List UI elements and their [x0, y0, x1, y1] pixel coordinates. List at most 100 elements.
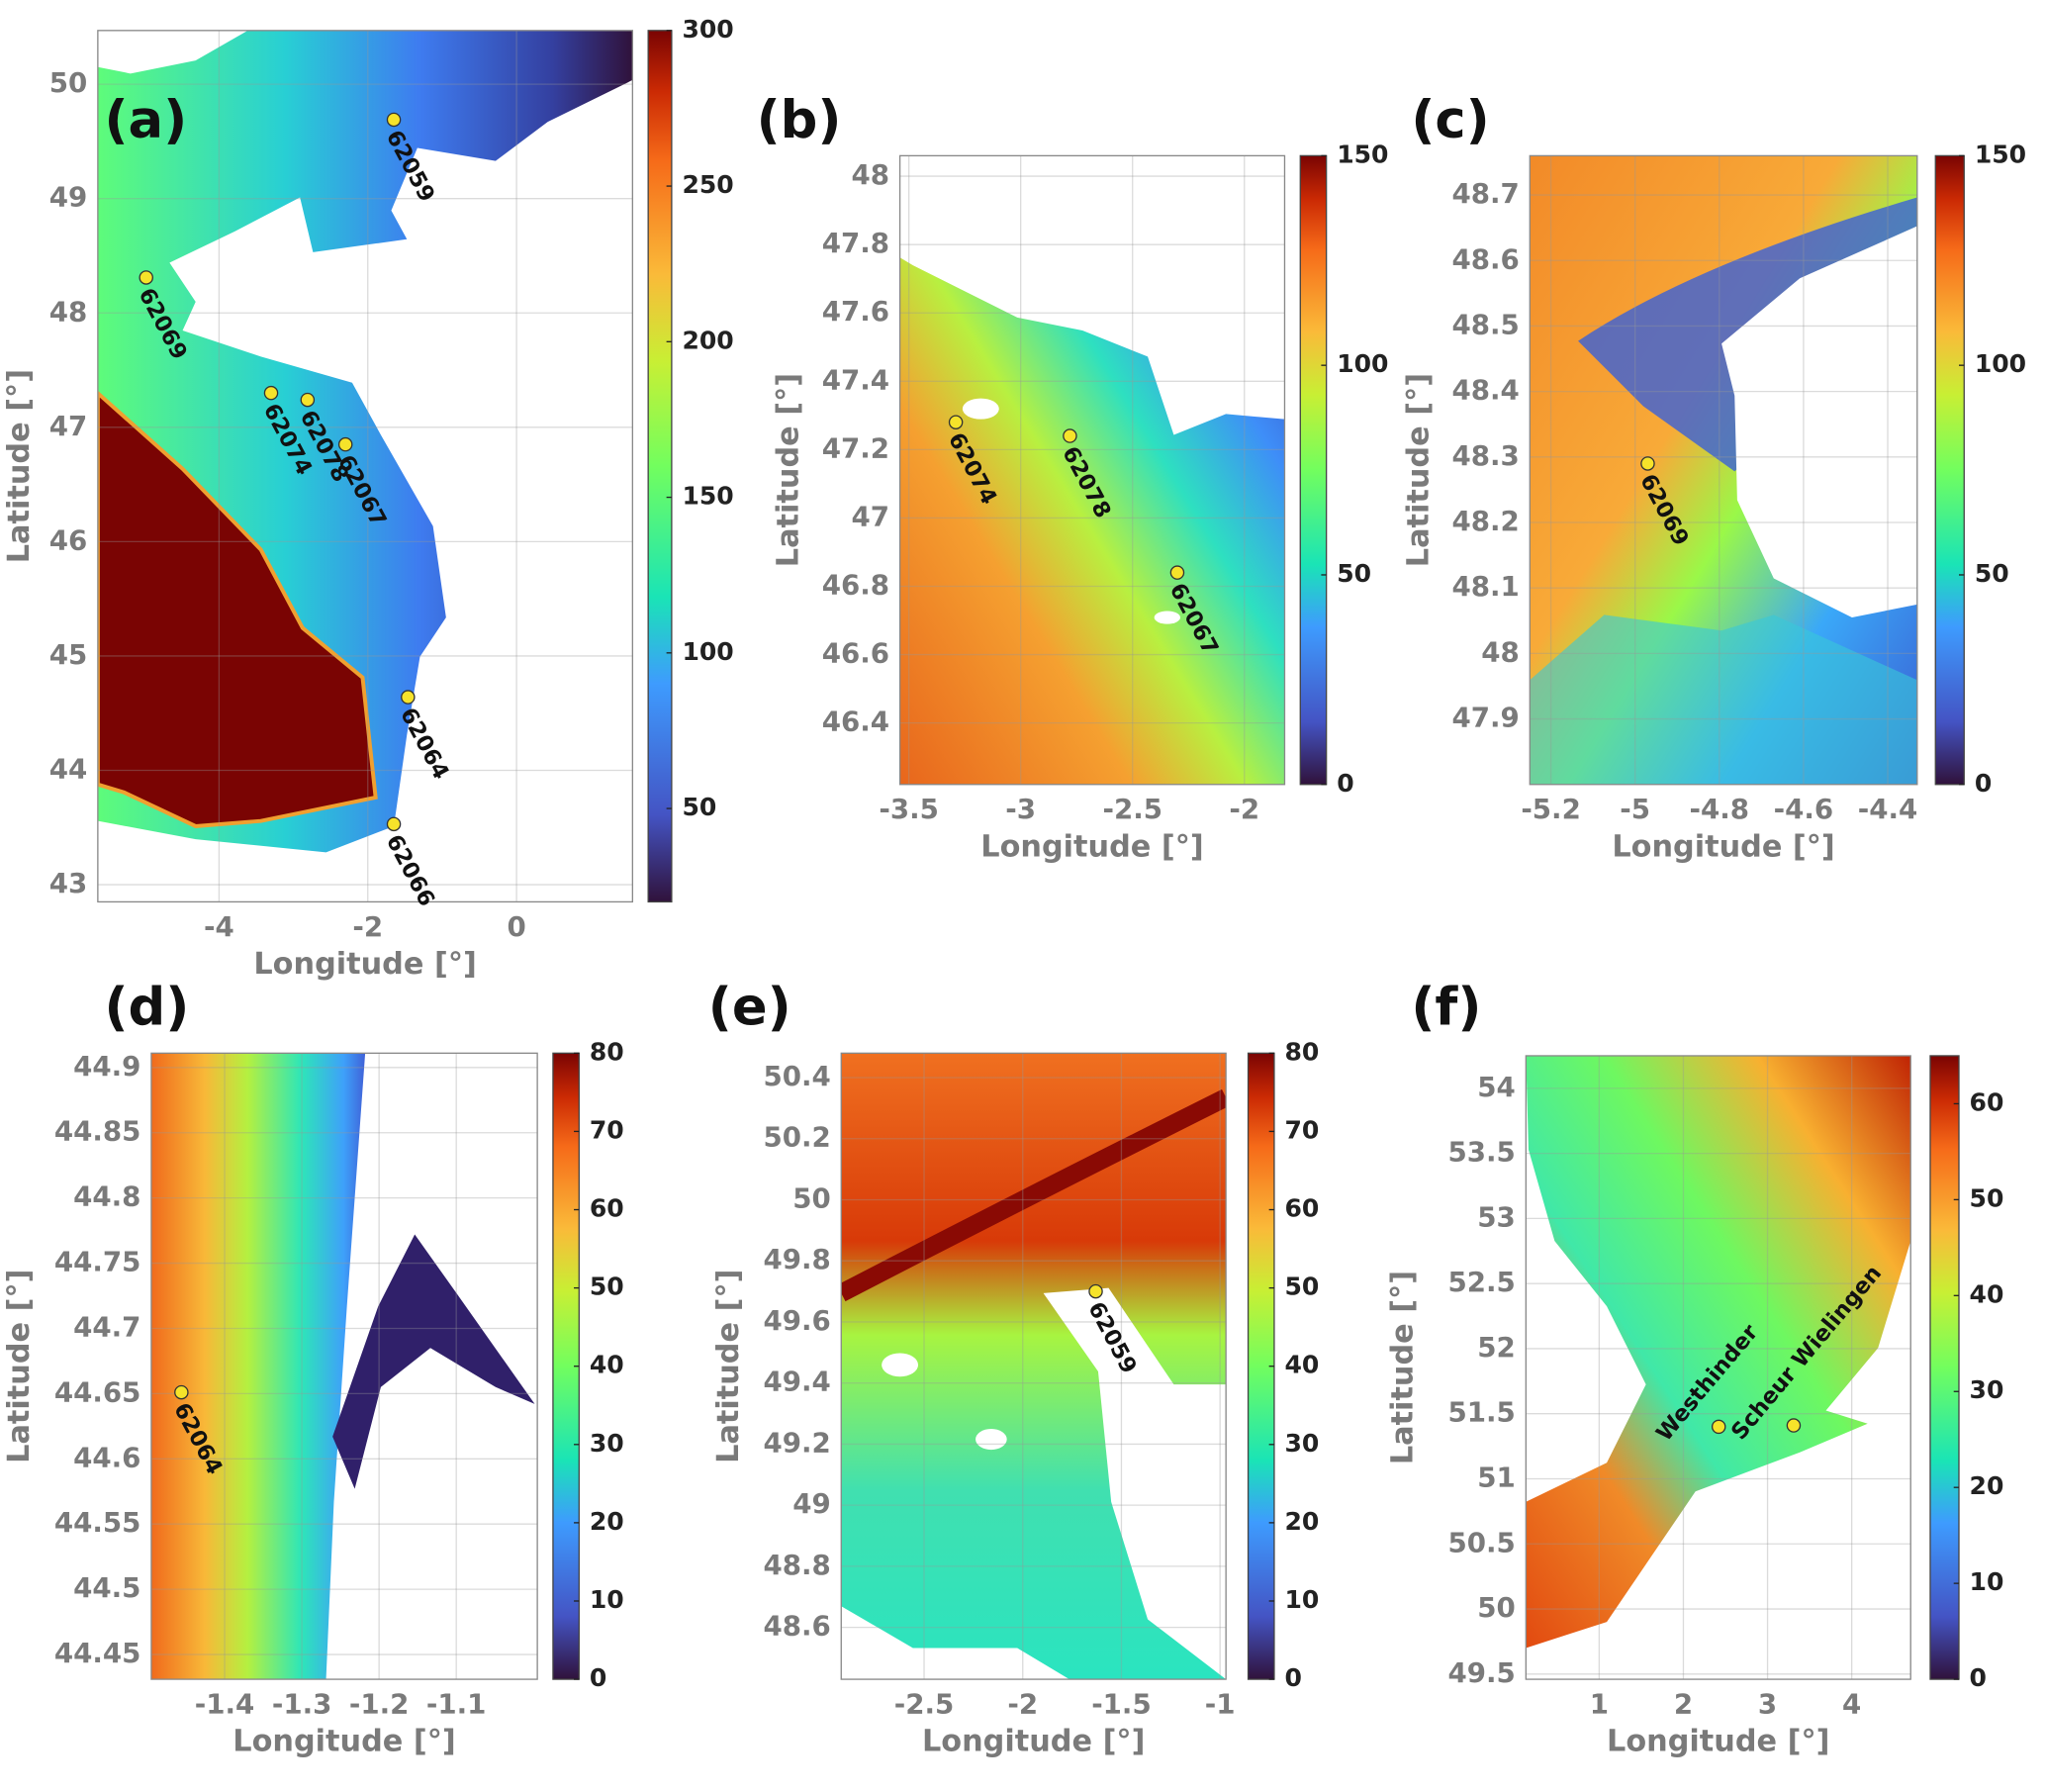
station-label: 62066 — [381, 830, 440, 910]
y-tick-label: 48.3 — [1451, 439, 1519, 472]
x-tick-label: -1.3 — [272, 1687, 332, 1720]
colorbar-tick-label: 20 — [1970, 1471, 2004, 1500]
station — [1169, 565, 1185, 580]
x-axis-label: Longitude [°] — [1607, 1725, 1829, 1759]
panel-label: (e) — [708, 977, 791, 1037]
y-tick-label: 44.55 — [54, 1506, 141, 1539]
station — [401, 690, 416, 705]
panel-label: (f) — [1411, 977, 1481, 1037]
panel-label: (b) — [757, 90, 842, 150]
x-tick-label: -5.2 — [1521, 793, 1581, 825]
colorbar-tick-label: 30 — [1284, 1429, 1319, 1458]
x-axis-label: Longitude [°] — [232, 1725, 455, 1759]
y-tick-label: 44.8 — [73, 1180, 140, 1213]
colorbar-tick-label: 40 — [1970, 1279, 2004, 1308]
y-tick-label: 43 — [49, 867, 88, 899]
y-tick-label: 48.7 — [1451, 177, 1519, 210]
station — [1063, 428, 1077, 443]
x-tick-label: -2 — [352, 910, 383, 943]
y-tick-label: 50.5 — [1448, 1526, 1516, 1558]
x-tick-label: -3 — [1005, 793, 1036, 825]
y-tick-label: 49.5 — [1448, 1656, 1516, 1689]
colorbar-tick-label: 10 — [1970, 1567, 2004, 1596]
x-tick-label: -4.6 — [1774, 793, 1834, 825]
bathymetry-c — [1530, 155, 1917, 785]
y-tick-label: 48.5 — [1451, 308, 1519, 340]
y-tick-label: 47.6 — [822, 295, 889, 328]
y-tick-label: 47.4 — [822, 363, 889, 396]
colorbar-tick-label: 50 — [1284, 1273, 1319, 1301]
colorbar-tick-label: 30 — [590, 1429, 624, 1458]
colorbar-tick-label: 60 — [1284, 1194, 1319, 1223]
colorbar-tick-label: 100 — [1337, 349, 1388, 378]
colorbar-tick-label: 80 — [590, 1037, 624, 1066]
station — [174, 1384, 189, 1400]
colorbar-tick-label: 0 — [590, 1663, 606, 1692]
y-tick-label: 48 — [852, 158, 890, 191]
y-tick-label: 48 — [1481, 635, 1520, 668]
x-axis-label: Longitude [°] — [1612, 829, 1834, 864]
y-tick-label: 48.4 — [1451, 374, 1519, 407]
colorbar-tick-label: 0 — [1284, 1663, 1301, 1692]
y-tick-label: 47.2 — [822, 431, 889, 464]
y-tick-label: 47 — [49, 410, 88, 442]
y-tick-label: 48.6 — [1451, 242, 1519, 275]
colorbar-tick-label: 80 — [1284, 1037, 1319, 1066]
plot-frame — [1525, 1055, 1911, 1680]
plot-frame — [1529, 154, 1918, 786]
x-tick-label: -1.5 — [1091, 1687, 1152, 1720]
plot-frame — [898, 154, 1286, 786]
colorbar-tick-label: 50 — [1970, 1183, 2004, 1212]
x-tick-label: -4.8 — [1690, 793, 1750, 825]
x-axis-label: Longitude [°] — [253, 947, 476, 982]
y-tick-label: 52 — [1477, 1331, 1516, 1364]
y-tick-label: 49.6 — [763, 1304, 830, 1337]
colorbar-tick-label: 200 — [682, 326, 733, 354]
y-tick-label: 49.8 — [763, 1243, 830, 1275]
colorbar-tick-label: 100 — [1975, 349, 2026, 378]
colorbar-tick-label: 150 — [682, 482, 733, 511]
y-tick-label: 46 — [49, 523, 88, 556]
station — [263, 385, 279, 401]
colorbar-tick-label: 20 — [590, 1507, 624, 1536]
y-tick-label: 52.5 — [1448, 1266, 1516, 1298]
y-tick-label: 50 — [792, 1181, 831, 1214]
colorbar — [1934, 154, 1965, 786]
x-axis-label: Longitude [°] — [980, 829, 1203, 864]
x-tick-label: -5 — [1620, 793, 1650, 825]
station — [1786, 1418, 1802, 1433]
station — [386, 816, 402, 832]
colorbar-tick-label: 10 — [1284, 1585, 1319, 1614]
plot-frame — [97, 30, 634, 903]
y-tick-label: 46.6 — [822, 637, 889, 670]
x-tick-label: -4 — [204, 910, 234, 943]
x-tick-label: -1 — [1205, 1687, 1236, 1720]
colorbar — [1929, 1055, 1960, 1680]
y-tick-label: 48 — [49, 295, 88, 328]
y-tick-label: 49.2 — [763, 1426, 830, 1459]
bathymetry-d — [150, 1053, 535, 1680]
y-axis-label: Latitude [°] — [2, 369, 37, 563]
colorbar-tick-label: 0 — [1337, 769, 1353, 798]
colorbar-tick-label: 50 — [1975, 559, 2009, 588]
colorbar-tick-label: 10 — [590, 1585, 624, 1614]
x-tick-label: 2 — [1674, 1687, 1693, 1720]
panel-label: (a) — [104, 90, 187, 150]
x-tick-label: 3 — [1758, 1687, 1777, 1720]
y-tick-label: 50.4 — [763, 1060, 830, 1092]
y-tick-label: 49 — [49, 181, 88, 214]
y-axis-label: Latitude [°] — [1401, 373, 1436, 567]
station — [1640, 456, 1655, 471]
y-tick-label: 44.5 — [73, 1571, 140, 1604]
colorbar-tick-label: 40 — [1284, 1351, 1319, 1379]
colorbar-tick-label: 70 — [1284, 1115, 1319, 1144]
x-tick-label: -3.5 — [879, 793, 939, 825]
colorbar-tick-label: 100 — [682, 637, 733, 666]
colorbar — [1299, 154, 1328, 786]
colorbar-tick-label: 50 — [682, 793, 716, 821]
colorbar-tick-label: 50 — [590, 1273, 624, 1301]
x-tick-label: -4.4 — [1858, 793, 1918, 825]
station — [1711, 1419, 1726, 1435]
x-tick-label: -2.5 — [894, 1687, 955, 1720]
